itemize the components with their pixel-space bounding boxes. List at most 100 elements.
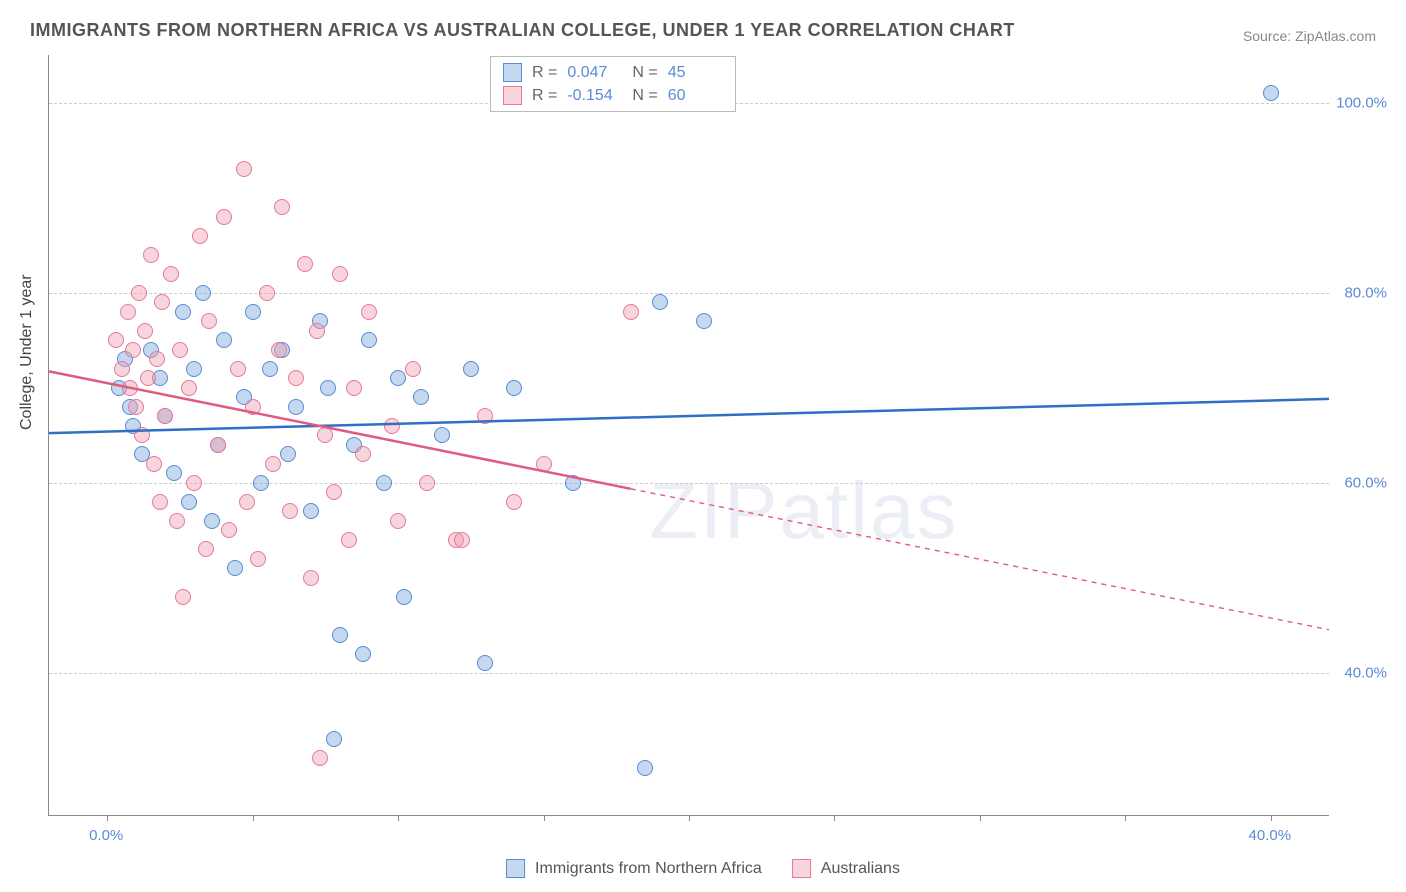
scatter-point xyxy=(154,294,170,310)
legend-swatch-icon xyxy=(503,63,522,82)
legend-swatch-icon xyxy=(792,859,811,878)
scatter-point xyxy=(149,351,165,367)
scatter-point xyxy=(355,446,371,462)
scatter-point xyxy=(157,408,173,424)
scatter-point xyxy=(169,513,185,529)
chart-title: IMMIGRANTS FROM NORTHERN AFRICA VS AUSTR… xyxy=(30,20,1015,41)
scatter-point xyxy=(536,456,552,472)
scatter-point xyxy=(146,456,162,472)
scatter-point xyxy=(140,370,156,386)
stats-row: R =-0.154N =60 xyxy=(503,84,723,107)
scatter-point xyxy=(131,285,147,301)
y-tick-label: 40.0% xyxy=(1344,664,1387,681)
legend-label: Immigrants from Northern Africa xyxy=(535,860,762,878)
scatter-point xyxy=(332,266,348,282)
scatter-point xyxy=(303,570,319,586)
scatter-point xyxy=(163,266,179,282)
scatter-point xyxy=(376,475,392,491)
scatter-point xyxy=(253,475,269,491)
scatter-point xyxy=(108,332,124,348)
x-tick xyxy=(398,815,399,821)
gridline xyxy=(49,293,1329,294)
n-value: 45 xyxy=(668,64,723,82)
scatter-point xyxy=(355,646,371,662)
scatter-point xyxy=(122,380,138,396)
legend-item: Australians xyxy=(792,857,900,880)
x-tick xyxy=(689,815,690,821)
r-label: R = xyxy=(532,64,557,82)
x-tick xyxy=(253,815,254,821)
scatter-point xyxy=(236,161,252,177)
y-tick-label: 80.0% xyxy=(1344,284,1387,301)
scatter-point xyxy=(320,380,336,396)
scatter-point xyxy=(175,304,191,320)
y-tick-label: 60.0% xyxy=(1344,474,1387,491)
scatter-point xyxy=(454,532,470,548)
scatter-point xyxy=(303,503,319,519)
scatter-point xyxy=(210,437,226,453)
scatter-point xyxy=(204,513,220,529)
scatter-point xyxy=(477,408,493,424)
scatter-point xyxy=(265,456,281,472)
scatter-point xyxy=(198,541,214,557)
scatter-point xyxy=(181,494,197,510)
scatter-point xyxy=(312,750,328,766)
scatter-point xyxy=(652,294,668,310)
stats-row: R =0.047N =45 xyxy=(503,61,723,84)
scatter-point xyxy=(341,532,357,548)
scatter-point xyxy=(297,256,313,272)
scatter-point xyxy=(114,361,130,377)
scatter-point xyxy=(128,399,144,415)
scatter-point xyxy=(506,380,522,396)
scatter-point xyxy=(227,560,243,576)
scatter-point xyxy=(282,503,298,519)
gridline xyxy=(49,673,1329,674)
scatter-point xyxy=(384,418,400,434)
scatter-point xyxy=(201,313,217,329)
scatter-point xyxy=(326,731,342,747)
scatter-point xyxy=(175,589,191,605)
scatter-point xyxy=(192,228,208,244)
scatter-point xyxy=(259,285,275,301)
gridline xyxy=(49,483,1329,484)
scatter-point xyxy=(181,380,197,396)
scatter-point xyxy=(623,304,639,320)
scatter-point xyxy=(186,361,202,377)
x-tick xyxy=(834,815,835,821)
scatter-point xyxy=(288,370,304,386)
scatter-point xyxy=(346,380,362,396)
x-tick xyxy=(107,815,108,821)
n-value: 60 xyxy=(668,87,723,105)
scatter-point xyxy=(186,475,202,491)
scatter-point xyxy=(120,304,136,320)
y-axis-title: College, Under 1 year xyxy=(18,274,36,430)
legend-swatch-icon xyxy=(506,859,525,878)
y-tick-label: 100.0% xyxy=(1336,94,1387,111)
scatter-point xyxy=(216,209,232,225)
scatter-point xyxy=(271,342,287,358)
scatter-point xyxy=(506,494,522,510)
scatter-point xyxy=(419,475,435,491)
scatter-point xyxy=(390,370,406,386)
scatter-point xyxy=(134,427,150,443)
scatter-point xyxy=(463,361,479,377)
legend-item: Immigrants from Northern Africa xyxy=(506,857,762,880)
watermark-text: ZIPatlas xyxy=(649,465,958,557)
scatter-point xyxy=(361,332,377,348)
r-value: 0.047 xyxy=(567,64,622,82)
scatter-point xyxy=(288,399,304,415)
scatter-point xyxy=(137,323,153,339)
scatter-point xyxy=(413,389,429,405)
x-tick xyxy=(980,815,981,821)
scatter-point xyxy=(332,627,348,643)
r-label: R = xyxy=(532,87,557,105)
scatter-point xyxy=(309,323,325,339)
scatter-point xyxy=(195,285,211,301)
scatter-point xyxy=(390,513,406,529)
scatter-point xyxy=(326,484,342,500)
x-tick-label: 40.0% xyxy=(1249,827,1292,844)
plot-area: ZIPatlas 40.0%60.0%80.0%100.0% xyxy=(48,55,1329,816)
scatter-point xyxy=(166,465,182,481)
scatter-point xyxy=(239,494,255,510)
x-tick xyxy=(544,815,545,821)
